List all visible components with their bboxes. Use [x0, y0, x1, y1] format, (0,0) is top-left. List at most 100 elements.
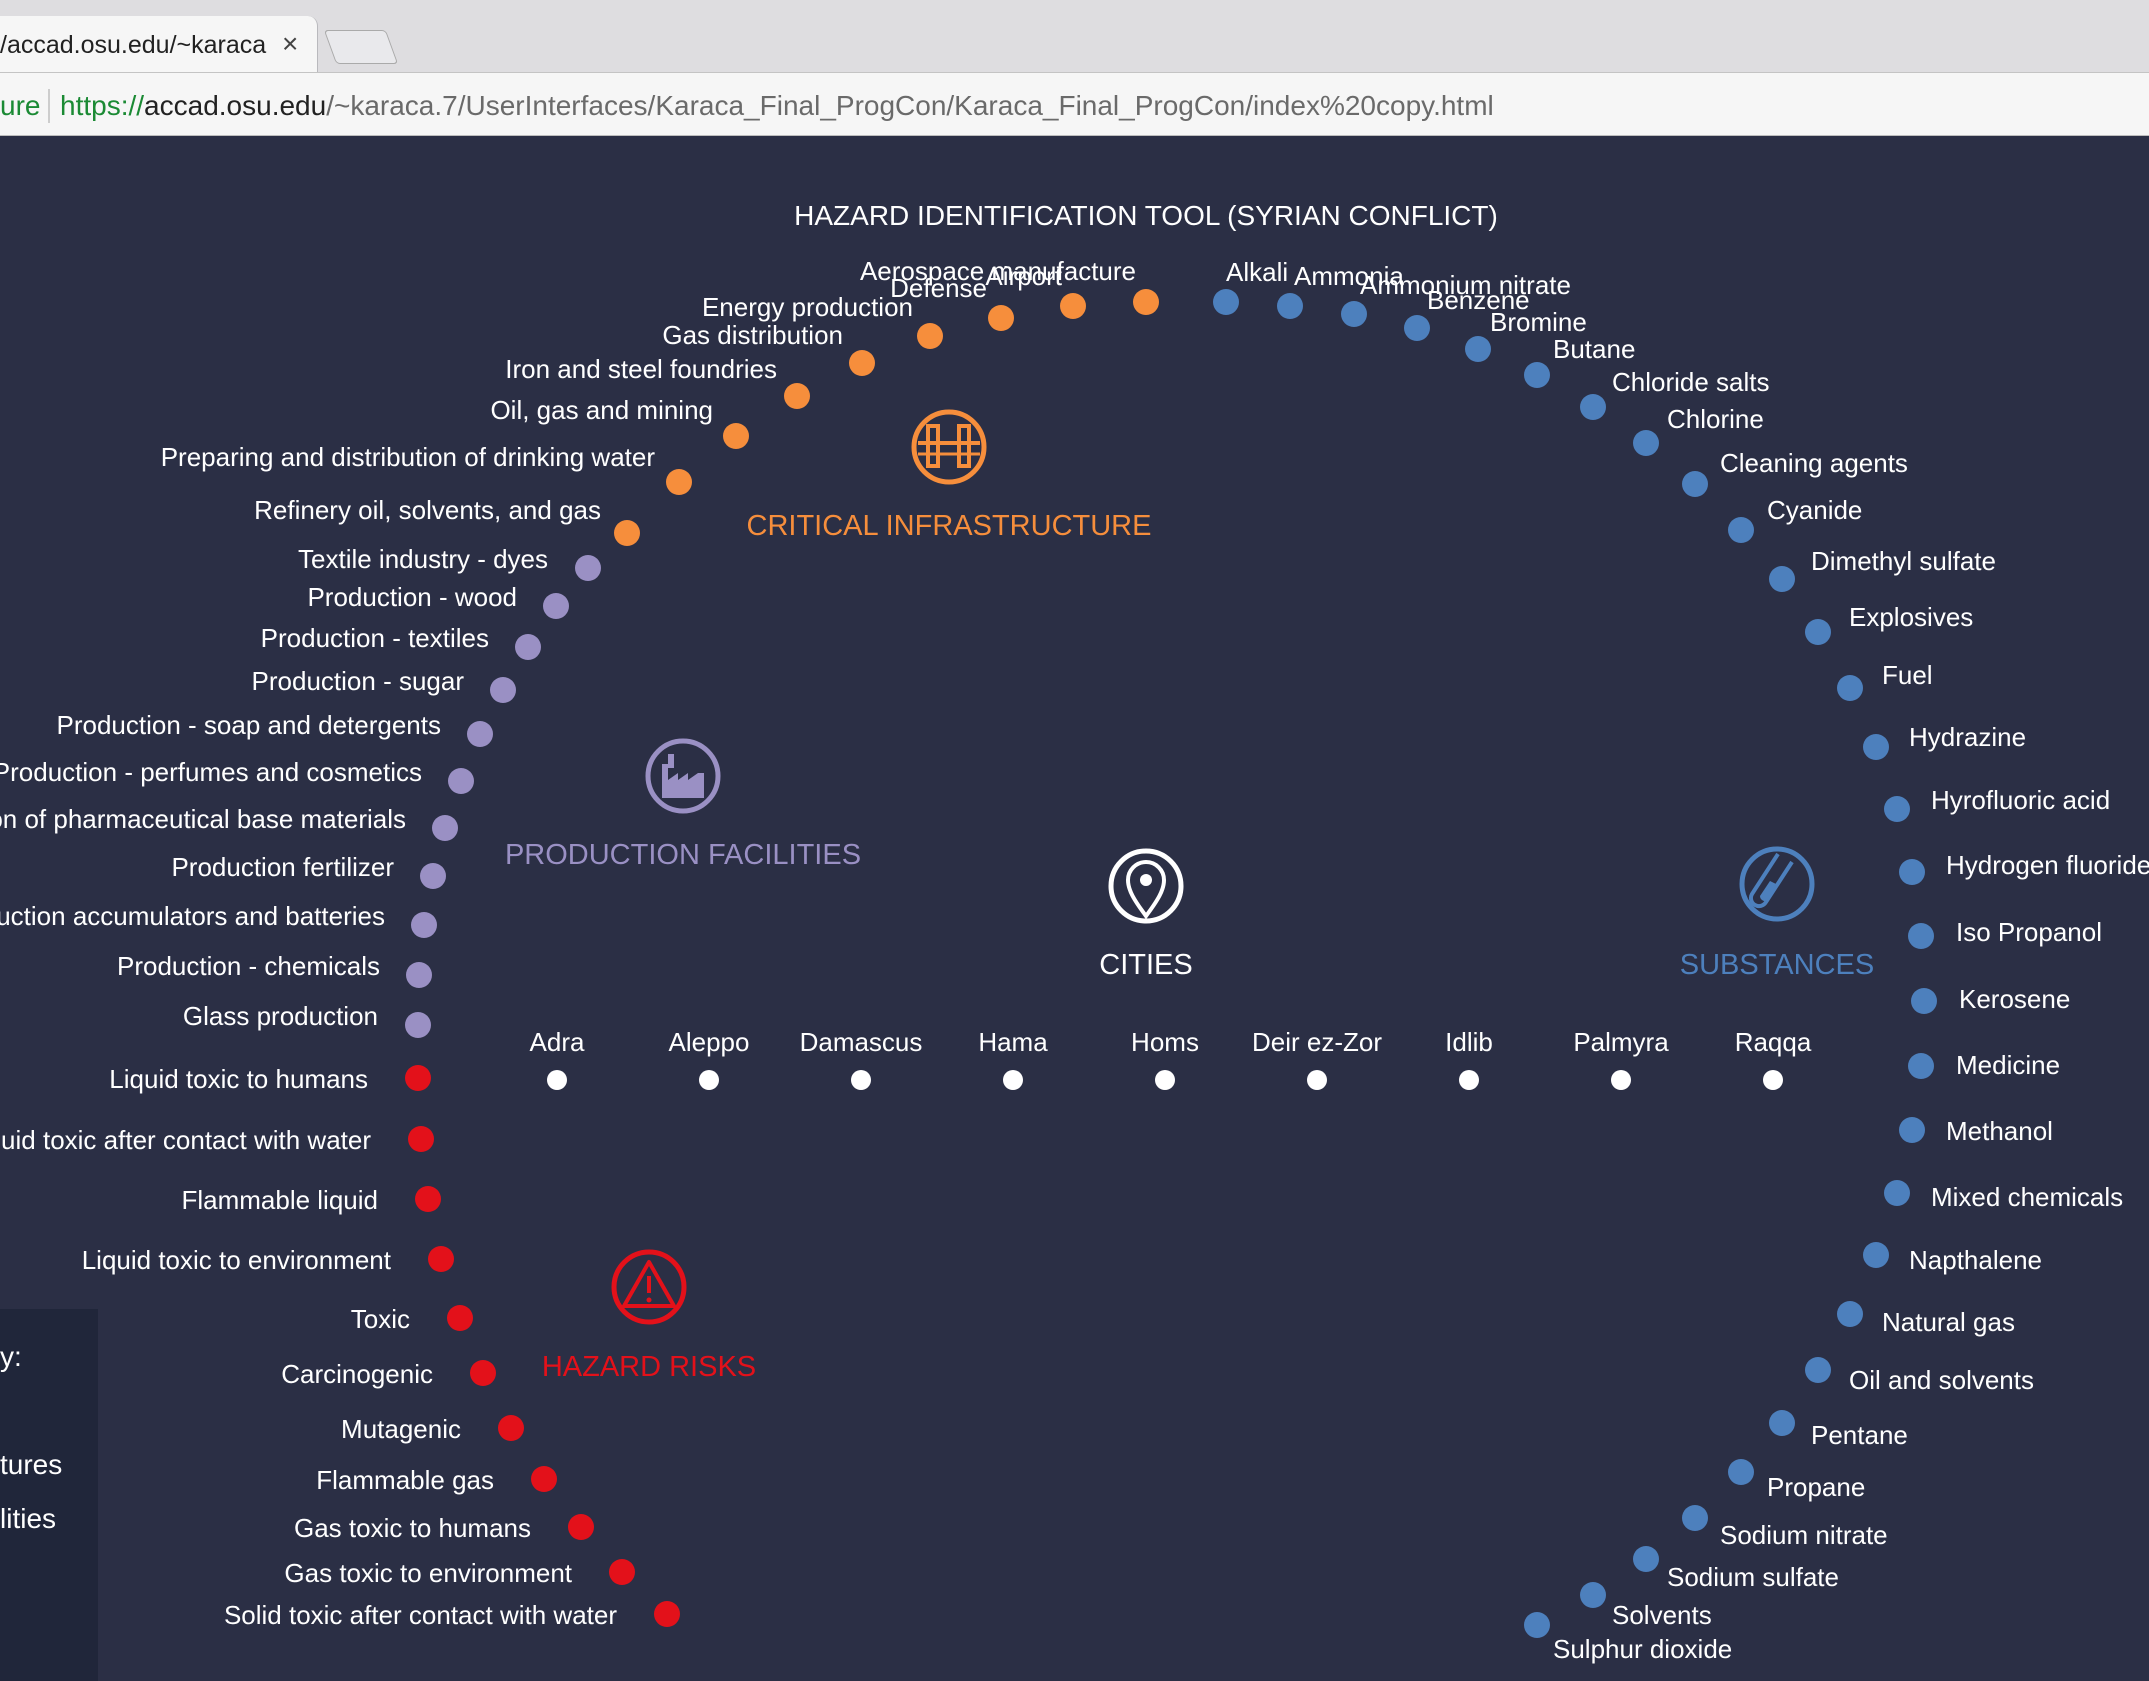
node-dot[interactable] [415, 1186, 441, 1212]
node-dot[interactable] [1682, 471, 1708, 497]
node-dot[interactable] [1524, 1612, 1550, 1638]
node-label: Aerospace manufacture [860, 256, 1136, 286]
node-dot[interactable] [988, 305, 1014, 331]
node-dot[interactable] [1341, 301, 1367, 327]
node-dot[interactable] [405, 1012, 431, 1038]
city-dot[interactable] [851, 1070, 871, 1090]
node-dot[interactable] [420, 863, 446, 889]
node-label: Iron and steel foundries [505, 354, 777, 384]
hazard-visualization: HAZARD IDENTIFICATION TOOL (SYRIAN CONFL… [0, 200, 2149, 1664]
close-icon[interactable]: × [282, 28, 299, 59]
node-dot[interactable] [654, 1601, 680, 1627]
node-dot[interactable] [1769, 1410, 1795, 1436]
city-dot[interactable] [1459, 1070, 1479, 1090]
node-dot[interactable] [515, 634, 541, 660]
node-dot[interactable] [1911, 988, 1937, 1014]
node-dot[interactable] [531, 1466, 557, 1492]
node-dot[interactable] [1899, 859, 1925, 885]
node-dot[interactable] [1728, 1459, 1754, 1485]
legend-panel: y: tures lities [0, 1309, 98, 1681]
node-dot[interactable] [1908, 1053, 1934, 1079]
node-dot[interactable] [467, 721, 493, 747]
city-dot[interactable] [1763, 1070, 1783, 1090]
node-dot[interactable] [1580, 1582, 1606, 1608]
url-text[interactable]: https://accad.osu.edu/~karaca.7/UserInte… [60, 90, 1494, 122]
browser-tab[interactable]: /accad.osu.edu/~karaca × [0, 16, 318, 72]
node-label: Defense [890, 273, 987, 303]
node-dot[interactable] [1524, 362, 1550, 388]
node-dot[interactable] [1580, 394, 1606, 420]
node-dot[interactable] [405, 1065, 431, 1091]
node-dot[interactable] [432, 815, 458, 841]
node-dot[interactable] [1404, 315, 1430, 341]
node-dot[interactable] [575, 555, 601, 581]
test-tube-icon[interactable] [1739, 846, 1815, 922]
node-dot[interactable] [408, 1126, 434, 1152]
node-dot[interactable] [543, 593, 569, 619]
node-dot[interactable] [614, 520, 640, 546]
category-label-substances[interactable]: SUBSTANCES [1680, 949, 1874, 981]
node-dot[interactable] [917, 323, 943, 349]
category-label-critical[interactable]: CRITICAL INFRASTRUCTURE [747, 510, 1152, 542]
node-dot[interactable] [1805, 619, 1831, 645]
node-dot[interactable] [1769, 566, 1795, 592]
node-dot[interactable] [1633, 430, 1659, 456]
node-dot[interactable] [1633, 1546, 1659, 1572]
node-dot[interactable] [666, 469, 692, 495]
node-dot[interactable] [406, 962, 432, 988]
node-dot[interactable] [568, 1514, 594, 1540]
node-dot[interactable] [609, 1559, 635, 1585]
city-dot[interactable] [547, 1070, 567, 1090]
node-dot[interactable] [1277, 293, 1303, 319]
node-dot[interactable] [1884, 796, 1910, 822]
node-dot[interactable] [498, 1415, 524, 1441]
node-dot[interactable] [470, 1360, 496, 1386]
node-dot[interactable] [1805, 1357, 1831, 1383]
node-dot[interactable] [849, 350, 875, 376]
legend-item-facilities[interactable]: lities [0, 1503, 57, 1534]
city-dot[interactable] [1155, 1070, 1175, 1090]
new-tab-button[interactable] [323, 30, 399, 64]
node-dot[interactable] [1465, 336, 1491, 362]
node-label: Gas toxic to humans [294, 1513, 531, 1543]
node-dot[interactable] [1899, 1117, 1925, 1143]
node-dot[interactable] [1863, 734, 1889, 760]
node-label: Cleaning agents [1720, 448, 1908, 478]
node-dot[interactable] [1682, 1505, 1708, 1531]
node-dot[interactable] [723, 423, 749, 449]
bridge-icon[interactable] [911, 409, 987, 485]
category-label-hazard[interactable]: HAZARD RISKS [542, 1351, 756, 1383]
category-label-production[interactable]: PRODUCTION FACILITIES [505, 839, 861, 871]
map-pin-icon[interactable] [1108, 848, 1184, 924]
city-label: Adra [530, 1027, 585, 1057]
node-dot[interactable] [1837, 675, 1863, 701]
node-dot[interactable] [1728, 517, 1754, 543]
node-dot[interactable] [448, 768, 474, 794]
node-dot[interactable] [428, 1246, 454, 1272]
city-dot[interactable] [699, 1070, 719, 1090]
city-dot[interactable] [1003, 1070, 1023, 1090]
node-dot[interactable] [1133, 289, 1159, 315]
factory-icon[interactable] [645, 738, 721, 814]
address-bar[interactable]: ure https://accad.osu.edu/~karaca.7/User… [0, 72, 2149, 136]
city-label: Aleppo [669, 1027, 750, 1057]
node-dot[interactable] [490, 677, 516, 703]
node-dot[interactable] [411, 912, 437, 938]
warning-icon[interactable] [611, 1249, 687, 1325]
node-dot[interactable] [1908, 923, 1934, 949]
category-label-cities[interactable]: CITIES [1099, 949, 1192, 981]
legend-title: y: [0, 1341, 22, 1372]
legend-item-structures[interactable]: tures [0, 1449, 63, 1480]
node-dot[interactable] [1863, 1242, 1889, 1268]
node-dot[interactable] [1213, 289, 1239, 315]
url-scheme: https:// [60, 90, 145, 121]
node-dot[interactable] [784, 383, 810, 409]
node-label: Production fertilizer [171, 852, 394, 882]
node-dot[interactable] [1884, 1180, 1910, 1206]
node-dot[interactable] [447, 1305, 473, 1331]
city-dot[interactable] [1611, 1070, 1631, 1090]
node-dot[interactable] [1837, 1301, 1863, 1327]
hazard-risks-group: Liquid toxic to humans Liquid toxic afte… [0, 1064, 680, 1630]
city-dot[interactable] [1307, 1070, 1327, 1090]
node-dot[interactable] [1060, 293, 1086, 319]
